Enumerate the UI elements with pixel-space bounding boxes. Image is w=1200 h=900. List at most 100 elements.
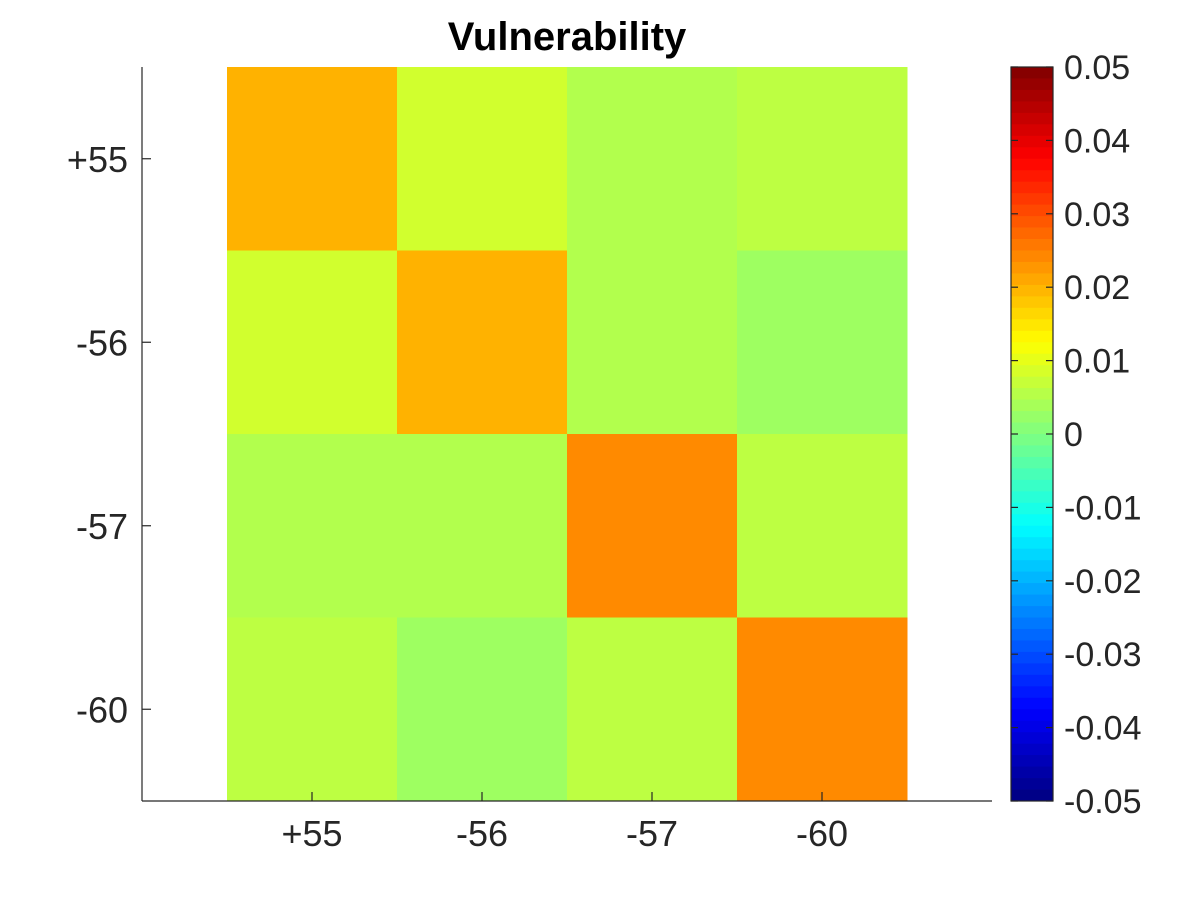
heatmap-cell — [737, 250, 908, 435]
colorbar-segment — [1011, 365, 1053, 378]
heatmap-cell — [397, 67, 568, 251]
colorbar-segment — [1011, 411, 1053, 423]
colorbar-segment — [1011, 353, 1053, 366]
colorbar-tick-label: -0.02 — [1064, 563, 1142, 601]
heatmap-cells — [227, 67, 908, 802]
x-axis-ticks: +55 -56 -57 -60 — [281, 792, 848, 854]
colorbar-segment — [1011, 89, 1053, 102]
colorbar-tick-label: 0 — [1064, 416, 1083, 454]
colorbar-segment — [1011, 778, 1053, 790]
colorbar-segment — [1011, 583, 1053, 595]
y-tick-label: -60 — [76, 689, 128, 730]
colorbar-segment — [1011, 732, 1053, 745]
y-tick-label: +55 — [67, 139, 128, 180]
colorbar-segment — [1011, 514, 1053, 527]
colorbar-segment — [1011, 250, 1053, 263]
x-tick-label: -60 — [796, 813, 848, 854]
colorbar-segment — [1011, 686, 1053, 699]
colorbar-segment — [1011, 479, 1053, 492]
colorbar-segment — [1011, 273, 1053, 286]
heatmap-cell — [227, 67, 398, 251]
colorbar-segment — [1011, 319, 1053, 332]
colorbar-segment — [1011, 342, 1053, 355]
axes — [141, 67, 992, 802]
colorbar-segment — [1011, 170, 1053, 183]
colorbar-segment — [1011, 709, 1053, 722]
colorbar-segment — [1011, 445, 1053, 458]
colorbar-segment — [1011, 67, 1053, 79]
colorbar-segment — [1011, 261, 1053, 274]
colorbar-segment — [1011, 181, 1053, 194]
colorbar-tick-label: -0.04 — [1064, 710, 1142, 748]
colorbar-segment — [1011, 227, 1053, 240]
heatmap-cell — [567, 434, 738, 618]
colorbar-segment — [1011, 193, 1053, 206]
colorbar-segment — [1011, 766, 1053, 779]
colorbar-segment — [1011, 525, 1053, 538]
colorbar-segment — [1011, 388, 1053, 400]
colorbar-segment — [1011, 628, 1053, 641]
colorbar-segment — [1011, 376, 1053, 389]
colorbar-segment — [1011, 124, 1053, 137]
colorbar-segment — [1011, 606, 1053, 618]
chart-title: Vulnerability — [448, 15, 687, 59]
colorbar-segment — [1011, 216, 1053, 228]
colorbar-tick-label: 0.02 — [1064, 269, 1130, 307]
y-axis-ticks: +55 -56 -57 -60 — [67, 139, 151, 730]
colorbar-segment — [1011, 296, 1053, 309]
colorbar-segment — [1011, 674, 1053, 687]
x-tick-label: +55 — [281, 813, 342, 854]
colorbar-segment — [1011, 147, 1053, 160]
colorbar-segment — [1011, 537, 1053, 550]
colorbar-segment — [1011, 743, 1053, 756]
colorbar-segment — [1011, 640, 1053, 653]
colorbar-segment — [1011, 101, 1053, 114]
colorbar-segment — [1011, 560, 1053, 573]
colorbar-tick-label: -0.05 — [1064, 783, 1142, 821]
colorbar-tick-label: 0.03 — [1064, 196, 1130, 234]
colorbar-segment — [1011, 594, 1053, 607]
colorbar-tick-label: 0.04 — [1064, 122, 1130, 160]
colorbar-segment — [1011, 789, 1053, 802]
heatmap-cell — [567, 617, 738, 802]
colorbar-segment — [1011, 548, 1053, 561]
heatmap-cell — [397, 434, 568, 618]
colorbar-segment — [1011, 502, 1053, 515]
colorbar-segment — [1011, 755, 1053, 767]
heatmap-cell — [227, 434, 398, 618]
heatmap-cell — [227, 250, 398, 435]
colorbar-segment — [1011, 239, 1053, 251]
colorbar-segment — [1011, 135, 1053, 148]
colorbar-segment — [1011, 112, 1053, 125]
colorbar-tick-label: -0.01 — [1064, 489, 1142, 527]
x-tick-label: -57 — [626, 813, 678, 854]
heatmap-cell — [567, 67, 738, 251]
colorbar-segment — [1011, 651, 1053, 664]
colorbar-segment — [1011, 399, 1053, 412]
colorbar-segment — [1011, 434, 1053, 446]
colorbar-segment — [1011, 284, 1053, 297]
colorbar-segment — [1011, 204, 1053, 217]
colorbar-segment — [1011, 456, 1053, 469]
heatmap-cell — [737, 67, 908, 251]
x-tick-label: -56 — [456, 813, 508, 854]
colorbar-tick-label: -0.03 — [1064, 636, 1142, 674]
heatmap-cell — [227, 617, 398, 802]
heatmap-cell — [737, 434, 908, 618]
colorbar — [1010, 66, 1054, 802]
y-tick-label: -57 — [76, 506, 128, 547]
heatmap-cell — [737, 617, 908, 802]
heatmap-cell — [397, 250, 568, 435]
colorbar-segment — [1011, 422, 1053, 435]
y-tick-label: -56 — [76, 322, 128, 363]
heatmap-cell — [397, 617, 568, 802]
colorbar-tick-label: 0.01 — [1064, 343, 1130, 381]
colorbar-ticks: 0.05 0.04 0.03 0.02 0.01 0 -0.01 -0.02 -0.03 -0.0… — [1011, 49, 1142, 821]
colorbar-segment — [1011, 158, 1053, 171]
heatmap-cell — [567, 250, 738, 435]
colorbar-segment — [1011, 697, 1053, 710]
colorbar-segment — [1011, 571, 1053, 584]
colorbar-segment — [1011, 307, 1053, 320]
colorbar-segment — [1011, 663, 1053, 676]
